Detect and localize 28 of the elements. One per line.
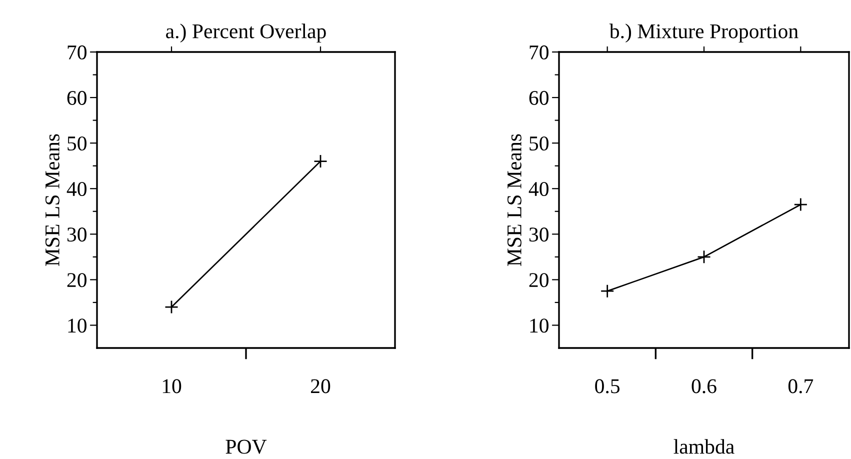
x-tick-label: 0.5 bbox=[595, 379, 620, 394]
y-tick-label: 10 bbox=[530, 318, 548, 333]
chart-title: b.) Mixture Proportion bbox=[609, 24, 798, 43]
y-tick-label: 60 bbox=[67, 90, 86, 105]
y-tick-label: 40 bbox=[528, 182, 548, 196]
x-axis-title: lambda bbox=[674, 439, 734, 454]
x-tick-label: 10 bbox=[162, 379, 182, 394]
y-tick-label: 60 bbox=[529, 90, 548, 105]
point bbox=[600, 284, 614, 298]
y-tick-label: 50 bbox=[530, 136, 548, 151]
y-tick-label: 70 bbox=[530, 45, 548, 60]
y-tick-label: 30 bbox=[529, 228, 548, 242]
x-tick-label: 0.7 bbox=[788, 379, 814, 394]
y-tick-label: 50 bbox=[68, 136, 86, 151]
point bbox=[697, 250, 711, 264]
y-tick-label: 30 bbox=[67, 228, 86, 242]
x-tick-label: 0.6 bbox=[692, 379, 716, 394]
y-tick-label: 20 bbox=[67, 273, 86, 288]
y-tick-label: 40 bbox=[66, 182, 86, 196]
x-tick-label: 20 bbox=[311, 379, 330, 394]
y-tick-label: 70 bbox=[68, 45, 86, 60]
y-axis-title: MSE LS Means bbox=[507, 134, 522, 266]
point bbox=[794, 198, 808, 212]
x-axis-title: POV bbox=[226, 440, 267, 454]
chart-title: a.) Percent Overlap bbox=[166, 24, 326, 43]
y-tick-label: 20 bbox=[529, 273, 548, 288]
y-tick-label: 10 bbox=[68, 318, 86, 333]
y-axis-title: MSE LS Means bbox=[45, 134, 60, 266]
